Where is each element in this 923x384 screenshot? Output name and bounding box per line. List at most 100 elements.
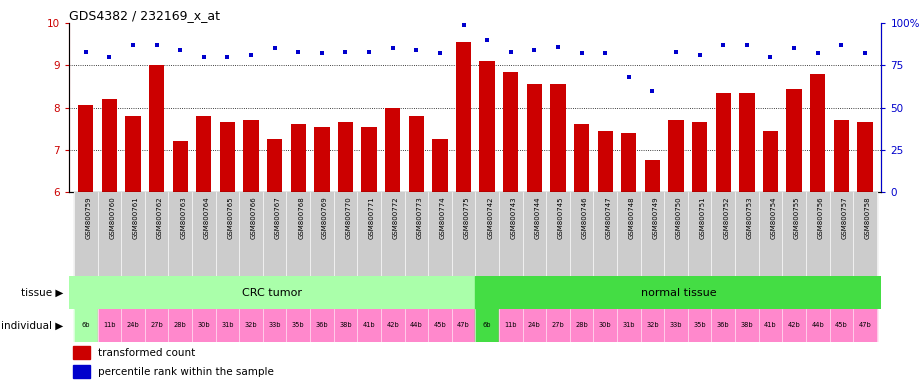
Text: GSM800757: GSM800757: [842, 196, 847, 239]
Bar: [739, 93, 754, 192]
Bar: [830, 309, 853, 342]
Point: [244, 52, 258, 58]
Text: normal tissue: normal tissue: [641, 288, 716, 298]
Text: GSM800760: GSM800760: [109, 196, 115, 239]
Bar: [267, 139, 282, 192]
Bar: [286, 309, 310, 342]
Text: GSM800762: GSM800762: [157, 196, 162, 239]
Text: GSM800775: GSM800775: [463, 196, 470, 239]
Text: 42b: 42b: [787, 323, 800, 328]
Text: GSM800771: GSM800771: [369, 196, 375, 239]
Bar: [362, 127, 377, 192]
Text: CRC tumor: CRC tumor: [242, 288, 303, 298]
Bar: [78, 106, 93, 192]
Text: percentile rank within the sample: percentile rank within the sample: [98, 367, 273, 377]
Bar: [145, 309, 168, 342]
Text: individual ▶: individual ▶: [2, 320, 64, 331]
Bar: [168, 309, 192, 342]
Point: [763, 54, 778, 60]
Text: 35b: 35b: [693, 323, 706, 328]
Point: [692, 52, 707, 58]
Text: GSM800750: GSM800750: [676, 196, 682, 239]
Text: 28b: 28b: [575, 323, 588, 328]
Bar: [503, 72, 519, 192]
Bar: [239, 309, 263, 342]
Bar: [550, 84, 566, 192]
Text: 35b: 35b: [292, 323, 305, 328]
Bar: [73, 365, 90, 378]
Bar: [499, 309, 522, 342]
Text: GSM800756: GSM800756: [818, 196, 823, 239]
Bar: [830, 192, 853, 276]
Point: [551, 44, 566, 50]
Bar: [806, 192, 830, 276]
Text: GSM800744: GSM800744: [534, 196, 540, 239]
Point: [668, 49, 683, 55]
Point: [786, 45, 801, 51]
Bar: [688, 192, 712, 276]
Point: [857, 50, 872, 56]
Text: GSM800773: GSM800773: [416, 196, 423, 239]
Bar: [735, 192, 759, 276]
Bar: [381, 192, 404, 276]
Text: GSM800751: GSM800751: [700, 196, 706, 239]
Text: 27b: 27b: [552, 323, 564, 328]
Bar: [102, 99, 117, 192]
Bar: [853, 309, 877, 342]
Text: GSM800749: GSM800749: [653, 196, 658, 239]
Bar: [338, 122, 354, 192]
Text: 27b: 27b: [150, 323, 163, 328]
Text: GSM800772: GSM800772: [392, 196, 399, 239]
Bar: [291, 124, 306, 192]
Bar: [522, 309, 546, 342]
Text: 41b: 41b: [764, 323, 777, 328]
Bar: [546, 192, 569, 276]
Text: 36b: 36b: [316, 323, 329, 328]
Bar: [286, 192, 310, 276]
Bar: [692, 122, 707, 192]
Bar: [404, 309, 428, 342]
Bar: [310, 192, 334, 276]
Text: GSM800770: GSM800770: [345, 196, 352, 239]
Bar: [216, 192, 239, 276]
Bar: [597, 131, 613, 192]
Point: [716, 42, 731, 48]
Bar: [574, 124, 589, 192]
Text: GSM800743: GSM800743: [510, 196, 517, 239]
Text: 44b: 44b: [811, 323, 824, 328]
Point: [102, 54, 116, 60]
Point: [645, 88, 660, 94]
Point: [456, 22, 471, 28]
Point: [126, 42, 140, 48]
Bar: [853, 192, 877, 276]
Text: GSM800746: GSM800746: [581, 196, 588, 239]
Bar: [456, 42, 472, 192]
Point: [598, 50, 613, 56]
Bar: [569, 192, 593, 276]
Bar: [216, 309, 239, 342]
Bar: [192, 192, 216, 276]
Bar: [715, 93, 731, 192]
Bar: [334, 309, 357, 342]
Bar: [759, 192, 783, 276]
Bar: [451, 192, 475, 276]
Point: [362, 49, 377, 55]
Text: GSM800759: GSM800759: [86, 196, 91, 239]
Bar: [385, 108, 401, 192]
Text: 33b: 33b: [269, 323, 281, 328]
Text: 30b: 30b: [599, 323, 612, 328]
Bar: [593, 309, 617, 342]
Text: GSM800769: GSM800769: [322, 196, 328, 239]
Text: 11b: 11b: [103, 323, 115, 328]
Bar: [475, 276, 881, 309]
Bar: [244, 120, 258, 192]
Bar: [310, 309, 334, 342]
Bar: [479, 61, 495, 192]
Text: 24b: 24b: [126, 323, 139, 328]
Bar: [173, 141, 188, 192]
Bar: [641, 309, 665, 342]
Bar: [569, 309, 593, 342]
Bar: [69, 276, 475, 309]
Text: GSM800768: GSM800768: [298, 196, 305, 239]
Text: GSM800764: GSM800764: [204, 196, 210, 239]
